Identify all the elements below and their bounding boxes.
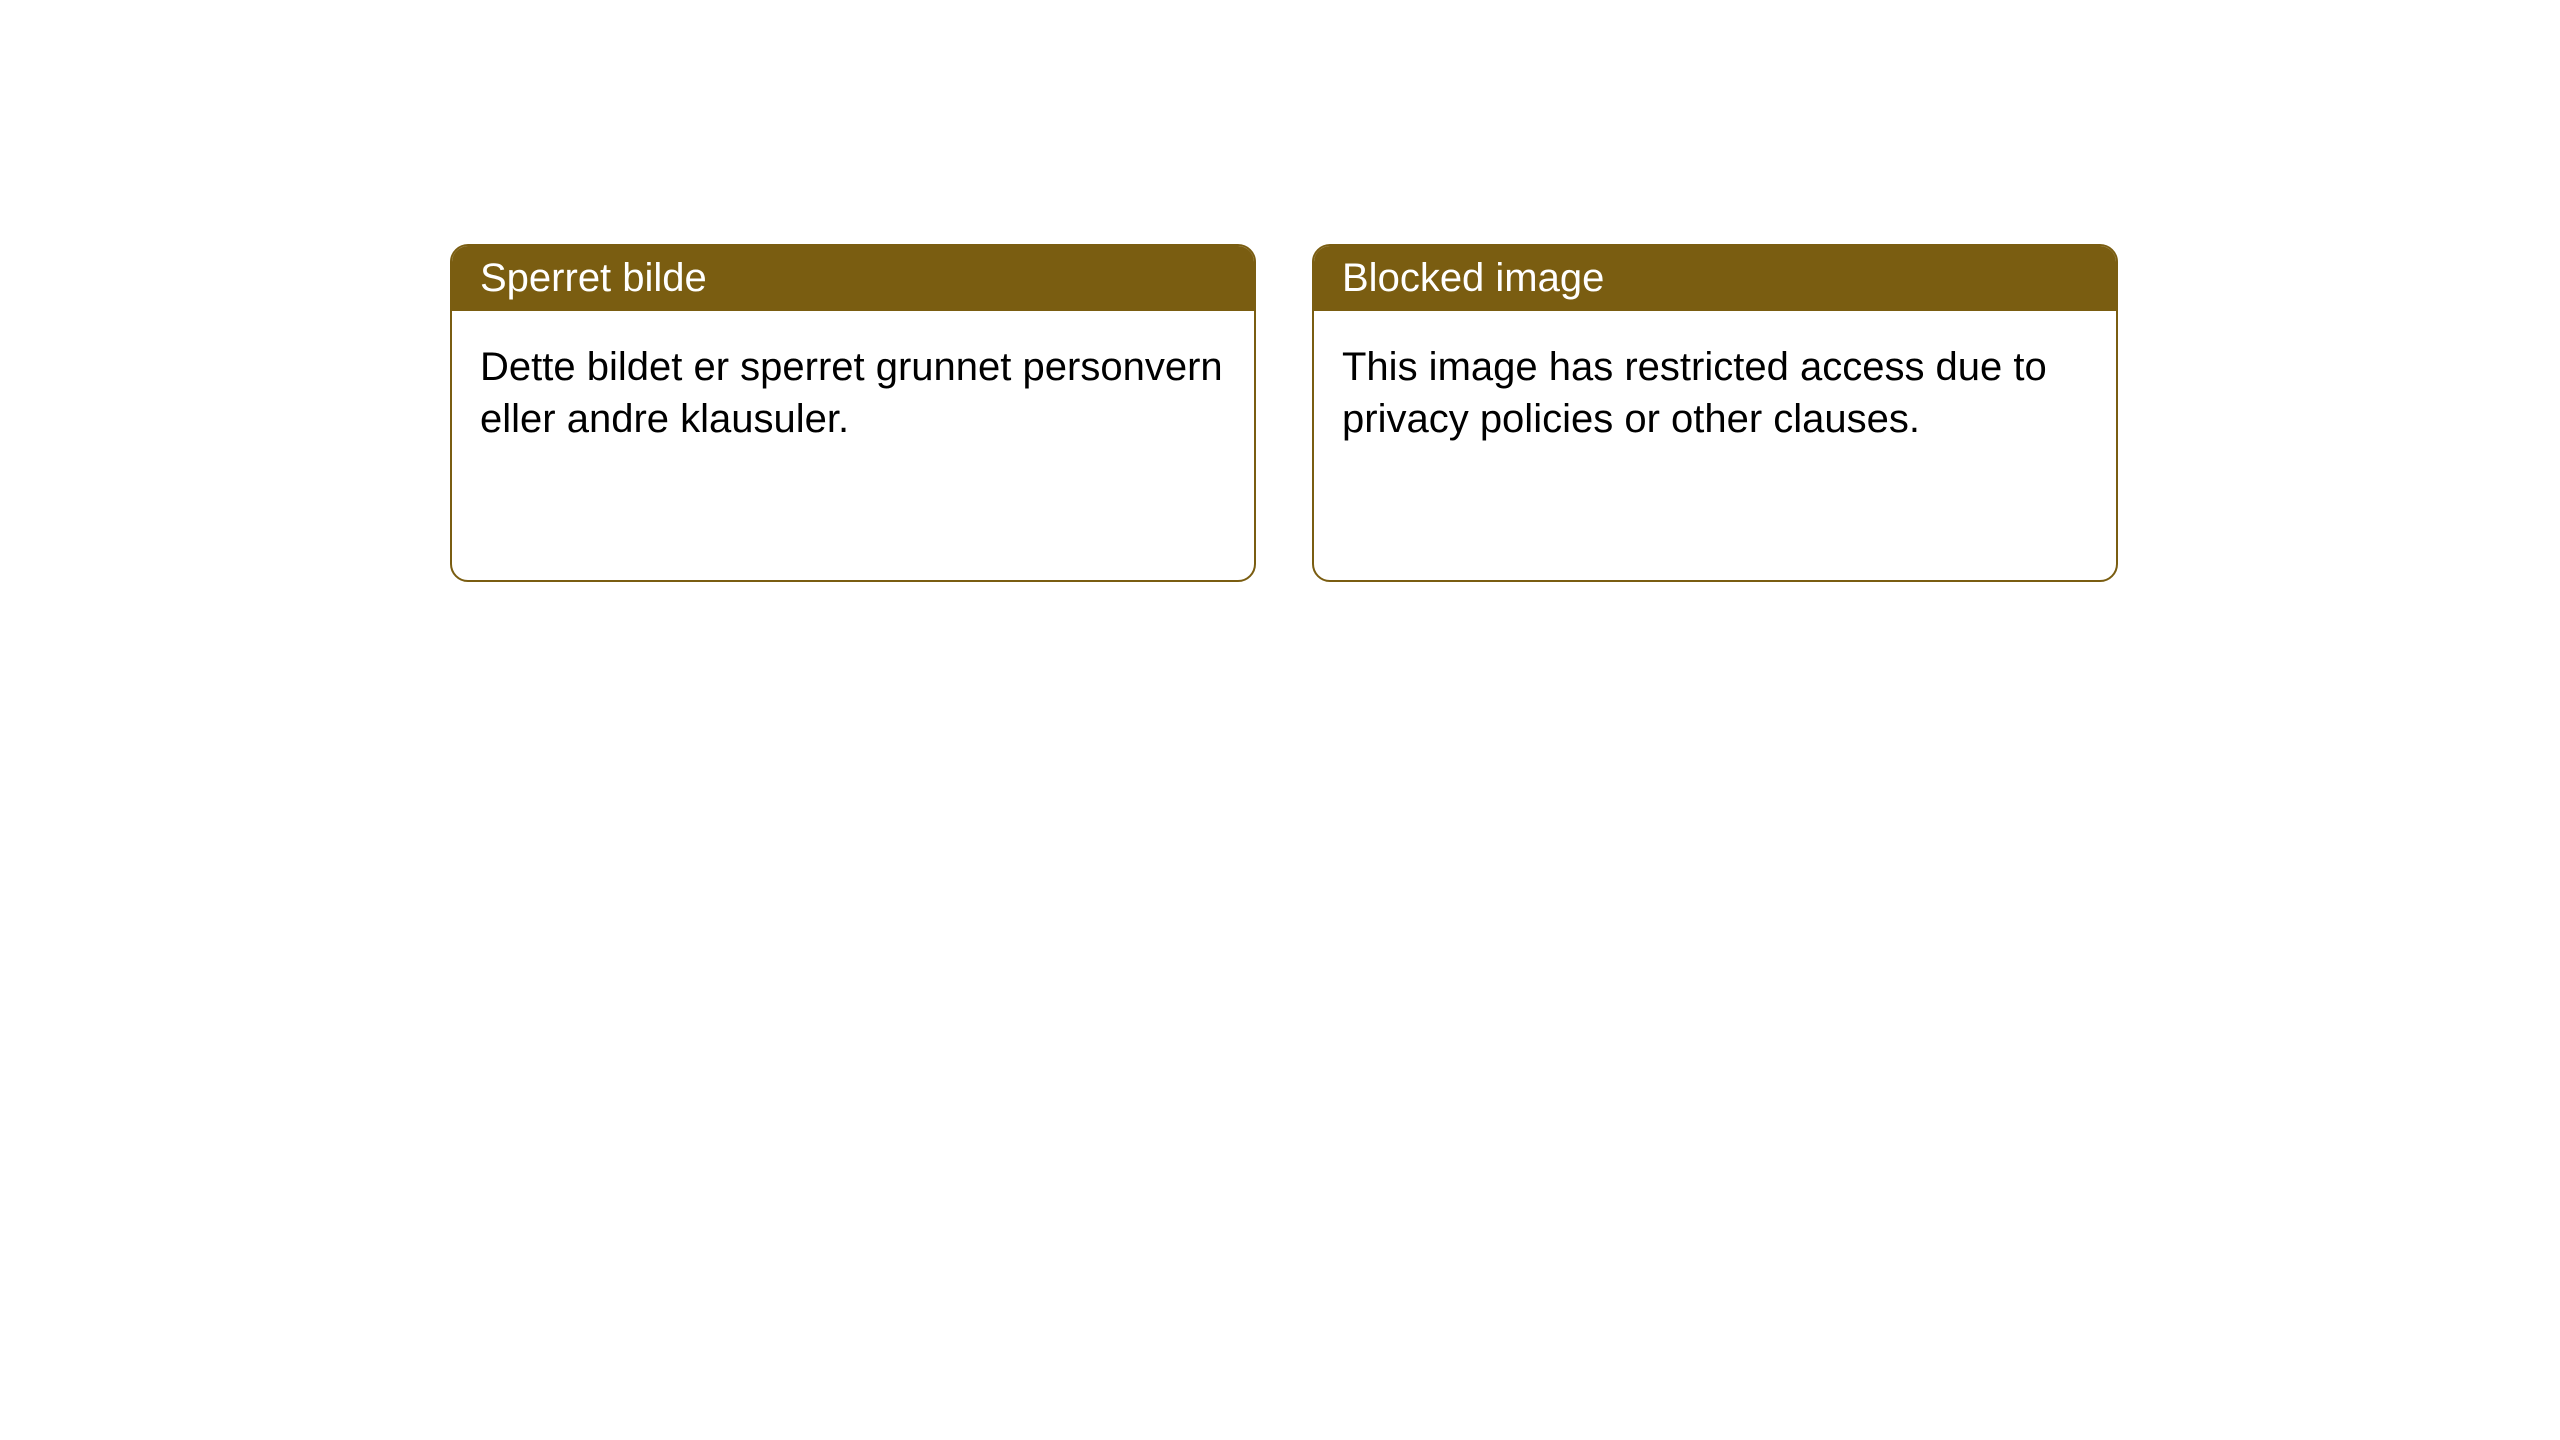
- notice-header-norwegian: Sperret bilde: [452, 246, 1254, 311]
- notice-body-norwegian: Dette bildet er sperret grunnet personve…: [452, 311, 1254, 475]
- notice-text-english: This image has restricted access due to …: [1342, 345, 2047, 441]
- notice-header-english: Blocked image: [1314, 246, 2116, 311]
- notice-card-english: Blocked image This image has restricted …: [1312, 244, 2118, 582]
- notice-title-english: Blocked image: [1342, 256, 1604, 300]
- notice-title-norwegian: Sperret bilde: [480, 256, 707, 300]
- notice-body-english: This image has restricted access due to …: [1314, 311, 2116, 475]
- notice-card-norwegian: Sperret bilde Dette bildet er sperret gr…: [450, 244, 1256, 582]
- notice-text-norwegian: Dette bildet er sperret grunnet personve…: [480, 345, 1223, 441]
- notice-container: Sperret bilde Dette bildet er sperret gr…: [0, 0, 2560, 582]
